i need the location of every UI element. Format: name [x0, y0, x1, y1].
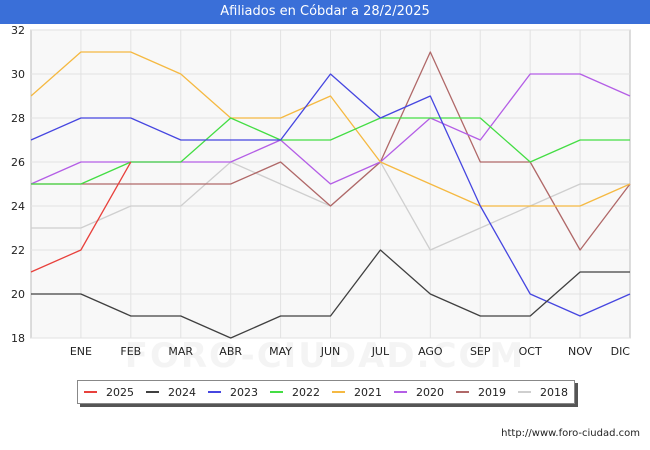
legend-swatch — [456, 391, 469, 393]
series-line-2024 — [31, 249, 630, 339]
legend-label: 2025 — [106, 385, 134, 399]
x-tick-label: FEB — [120, 345, 141, 358]
legend-item-2025: 2025 — [84, 386, 134, 399]
legend-item-2023: 2023 — [208, 386, 258, 399]
y-tick-label: 24 — [11, 200, 25, 213]
legend-swatch — [208, 391, 221, 393]
legend-item-2022: 2022 — [270, 386, 320, 399]
y-tick-label: 30 — [11, 68, 25, 81]
legend-item-2018: 2018 — [518, 386, 568, 399]
legend-swatch — [394, 391, 407, 393]
legend-swatch — [518, 391, 531, 393]
x-tick-label: DIC — [611, 345, 631, 358]
series-line-2023 — [30, 73, 631, 317]
legend-item-2024: 2024 — [146, 386, 196, 399]
y-tick-label: 18 — [11, 332, 25, 345]
source-url: http://www.foro-ciudad.com — [501, 428, 640, 439]
legend-label: 2024 — [168, 385, 196, 399]
legend-swatch — [270, 391, 283, 393]
chart-title: Afiliados en Cóbdar a 28/2/2025 — [0, 0, 650, 24]
x-tick-label: ENE — [70, 345, 92, 358]
x-tick-label: SEP — [470, 345, 491, 358]
y-axis: 18 20 22 24 26 28 30 32 — [11, 24, 25, 345]
x-axis: ENE FEB MAR ABR MAY JUN JUL AGO SEP OCT NOV DIC — [70, 345, 630, 358]
legend-swatch — [332, 391, 345, 393]
legend-label: 2019 — [478, 385, 506, 399]
legend: 2025 2024 2023 2022 2021 2020 2019 2018 — [77, 380, 575, 404]
legend-label: 2020 — [416, 385, 444, 399]
series-line-2021 — [30, 51, 631, 207]
y-tick-label: 26 — [11, 156, 25, 169]
x-tick-label: JUL — [371, 345, 390, 358]
series-line-2025 — [30, 161, 132, 273]
legend-item-2019: 2019 — [456, 386, 506, 399]
legend-item-2020: 2020 — [394, 386, 444, 399]
watermark: FORO-CIUDAD.COM — [124, 336, 526, 376]
legend-item-2021: 2021 — [332, 386, 382, 399]
legend-swatch — [84, 391, 97, 393]
legend-swatch — [146, 391, 159, 393]
legend-label: 2023 — [230, 385, 258, 399]
y-tick-label: 20 — [11, 288, 25, 301]
legend-label: 2022 — [292, 385, 320, 399]
x-tick-label: NOV — [568, 345, 593, 358]
x-tick-label: OCT — [519, 345, 542, 358]
x-tick-label: JUN — [320, 345, 341, 358]
x-tick-label: MAY — [269, 345, 292, 358]
x-tick-label: MAR — [168, 345, 193, 358]
y-tick-label: 28 — [11, 112, 25, 125]
x-tick-label: ABR — [219, 345, 242, 358]
series-layer — [30, 51, 631, 339]
y-tick-label: 22 — [11, 244, 25, 257]
legend-label: 2021 — [354, 385, 382, 399]
x-tick-label: AGO — [418, 345, 443, 358]
legend-label: 2018 — [540, 385, 568, 399]
y-tick-label: 32 — [11, 24, 25, 37]
